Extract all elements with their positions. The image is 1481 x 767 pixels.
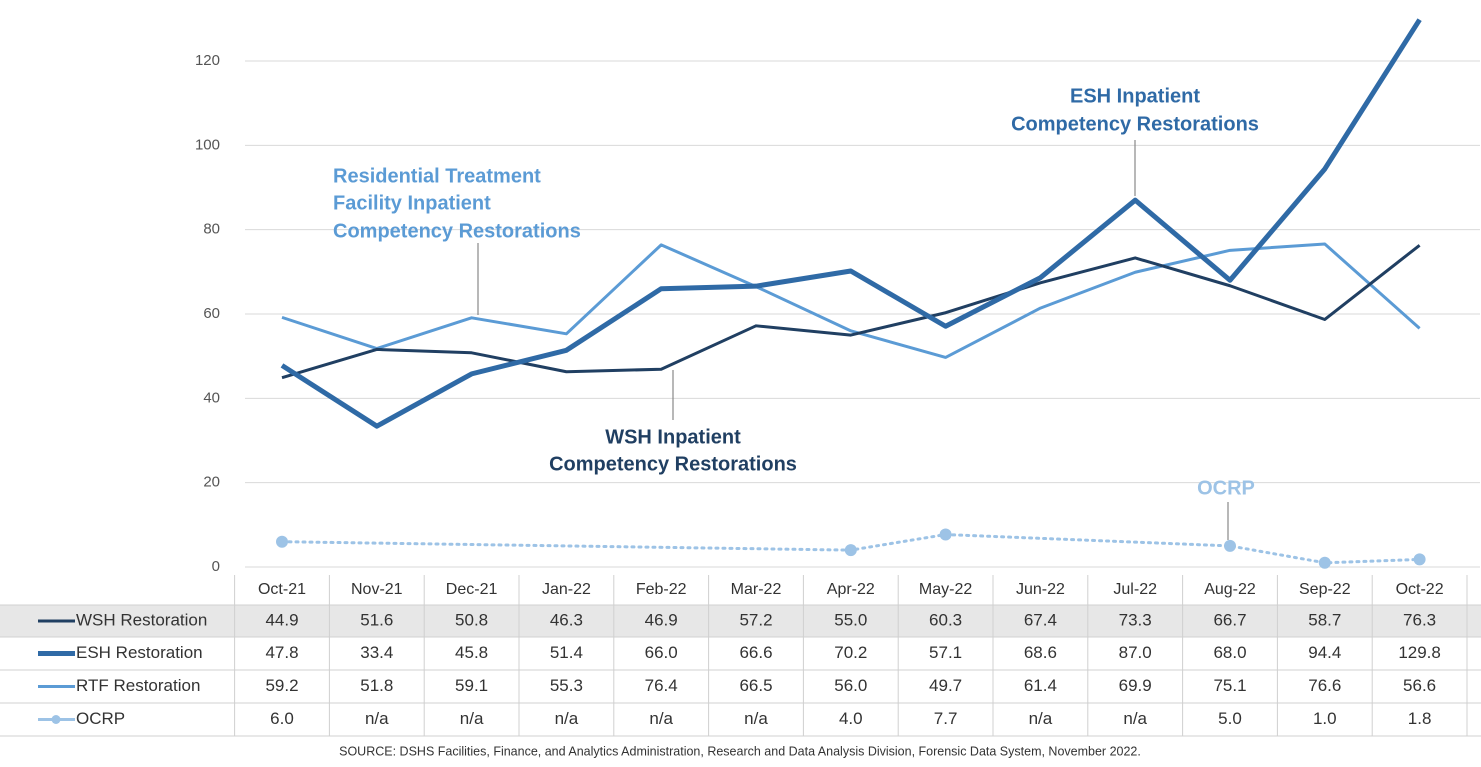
table-cell: 1.8 <box>1408 709 1432 728</box>
annotation: Competency Restorations <box>333 220 581 242</box>
table-cell: 87.0 <box>1119 643 1152 662</box>
table-cell: n/a <box>649 709 673 728</box>
annotation: OCRP <box>1197 477 1255 499</box>
x-tick-label: Jun-22 <box>1016 581 1065 598</box>
series-line <box>280 18 1422 429</box>
y-tick-label: 40 <box>203 389 220 406</box>
table-cell: n/a <box>365 709 389 728</box>
table-cell: 129.8 <box>1398 643 1441 662</box>
table-cell: 59.2 <box>265 676 298 695</box>
x-tick-label: Apr-22 <box>827 581 875 598</box>
annotation: Competency Restorations <box>549 453 797 475</box>
table-cell: 66.0 <box>645 643 678 662</box>
table-cell: 67.4 <box>1024 610 1057 629</box>
series-marker <box>939 528 952 541</box>
table-cell: 46.9 <box>645 610 678 629</box>
table-cell: 61.4 <box>1024 676 1057 695</box>
annotation: ESH Inpatient <box>1070 85 1200 107</box>
table-cell: n/a <box>555 709 579 728</box>
table-cell: 56.0 <box>834 676 867 695</box>
table-cell: 76.4 <box>645 676 678 695</box>
table-cell: 51.4 <box>550 643 583 662</box>
annotation: Residential Treatment <box>333 165 541 187</box>
table-cell: 75.1 <box>1213 676 1246 695</box>
series-marker <box>1224 539 1236 552</box>
source-note: SOURCE: DSHS Facilities, Finance, and An… <box>339 744 1141 758</box>
series-marker <box>1318 556 1331 569</box>
y-tick-label: 60 <box>203 305 220 322</box>
table-cell: 47.8 <box>265 643 298 662</box>
x-tick-label: Dec-21 <box>446 581 498 598</box>
series-marker <box>1413 553 1426 566</box>
annotation: Facility Inpatient <box>333 192 491 214</box>
table-cell: 66.7 <box>1213 610 1246 629</box>
y-tick-label: 20 <box>203 474 220 491</box>
table-cell: 66.5 <box>739 676 772 695</box>
x-tick-label: Mar-22 <box>731 581 782 598</box>
x-tick-label: Jul-22 <box>1113 581 1157 598</box>
x-tick-label: Jan-22 <box>542 581 591 598</box>
table-cell: 7.7 <box>934 709 958 728</box>
table-cell: 57.2 <box>739 610 772 629</box>
legend-label: WSH Restoration <box>76 610 207 629</box>
table-cell: 76.6 <box>1308 676 1341 695</box>
table-cell: 5.0 <box>1218 709 1242 728</box>
table-cell: 55.0 <box>834 610 867 629</box>
legend-label: ESH Restoration <box>76 643 203 662</box>
table-cell: 55.3 <box>550 676 583 695</box>
table-cell: 51.8 <box>360 676 393 695</box>
series-line <box>281 244 1421 380</box>
y-tick-label: 100 <box>195 136 220 153</box>
series-marker <box>276 535 288 548</box>
table-cell: n/a <box>744 709 768 728</box>
table-cell: 44.9 <box>265 610 298 629</box>
legend-label: RTF Restoration <box>76 676 200 695</box>
table-cell: 70.2 <box>834 643 867 662</box>
x-tick-label: Feb-22 <box>636 581 687 598</box>
row-shade <box>0 605 1481 637</box>
table-cell: 60.3 <box>929 610 962 629</box>
table-cell: 57.1 <box>929 643 962 662</box>
table-cell: 69.9 <box>1119 676 1152 695</box>
series-line <box>281 242 1421 359</box>
x-tick-label: Sep-22 <box>1299 581 1351 598</box>
annotation: Competency Restorations <box>1011 113 1259 135</box>
table-cell: n/a <box>460 709 484 728</box>
x-tick-label: Aug-22 <box>1204 581 1256 598</box>
legend-label: OCRP <box>76 709 125 728</box>
series-line <box>280 533 1422 565</box>
legend-marker <box>51 715 61 724</box>
y-tick-label: 0 <box>212 558 220 575</box>
table-cell: 6.0 <box>270 709 294 728</box>
x-tick-label: Nov-21 <box>351 581 403 598</box>
table-cell: 49.7 <box>929 676 962 695</box>
table-cell: 56.6 <box>1403 676 1436 695</box>
x-tick-label: Oct-21 <box>258 581 306 598</box>
table-cell: 50.8 <box>455 610 488 629</box>
table-cell: 45.8 <box>455 643 488 662</box>
series-marker <box>844 544 857 557</box>
table-cell: n/a <box>1123 709 1147 728</box>
table-cell: 59.1 <box>455 676 488 695</box>
x-tick-label: May-22 <box>919 581 972 598</box>
table-cell: 68.0 <box>1213 643 1246 662</box>
table-cell: 66.6 <box>739 643 772 662</box>
table-cell: 4.0 <box>839 709 863 728</box>
table-cell: 51.6 <box>360 610 393 629</box>
table-cell: 58.7 <box>1308 610 1341 629</box>
table-cell: 76.3 <box>1403 610 1436 629</box>
x-tick-label: Oct-22 <box>1396 581 1444 598</box>
table-cell: 46.3 <box>550 610 583 629</box>
annotation: WSH Inpatient <box>605 426 741 448</box>
y-tick-label: 120 <box>195 52 220 69</box>
table-cell: n/a <box>1029 709 1053 728</box>
table-cell: 1.0 <box>1313 709 1337 728</box>
table-cell: 73.3 <box>1119 610 1152 629</box>
table-cell: 68.6 <box>1024 643 1057 662</box>
table-cell: 33.4 <box>360 643 393 662</box>
table-cell: 94.4 <box>1308 643 1341 662</box>
y-tick-label: 80 <box>203 221 220 238</box>
